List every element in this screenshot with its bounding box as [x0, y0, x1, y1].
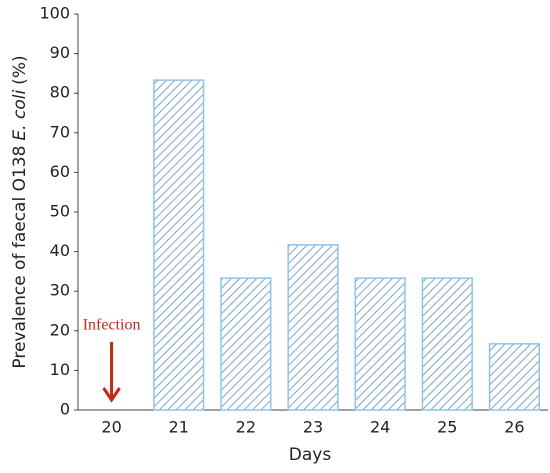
x-axis-label: Days	[289, 445, 332, 465]
arrow-head	[102, 387, 121, 403]
y-tick-label: 70	[50, 122, 70, 141]
x-tick-label: 20	[101, 418, 121, 437]
y-label-part: (%)	[10, 55, 30, 84]
y-tick-label: 10	[50, 360, 70, 379]
y-tick-label: 90	[50, 43, 70, 62]
y-tick-label: 50	[50, 202, 70, 221]
bar	[220, 277, 272, 411]
annotation: Infection	[83, 317, 141, 334]
y-tick-label: 60	[50, 162, 70, 181]
bar	[287, 244, 339, 411]
x-tick-label: 25	[437, 418, 457, 437]
y-tick-label: 30	[50, 281, 70, 300]
y-tick-label: 100	[39, 4, 70, 23]
y-label-part: E. coli	[10, 90, 30, 141]
y-axis-label: Prevalence of faecal O138 E. coli (%)	[10, 55, 30, 368]
bar	[354, 277, 406, 411]
bar	[421, 277, 473, 411]
y-tick-label: 0	[60, 400, 70, 419]
x-tick-label: 24	[370, 418, 390, 437]
x-tick-label: 22	[236, 418, 256, 437]
y-tick-label: 20	[50, 320, 70, 339]
bar	[488, 343, 541, 411]
y-tick-label: 40	[50, 241, 70, 260]
x-tick-label: 23	[303, 418, 323, 437]
x-tick-label: 26	[504, 418, 524, 437]
bar	[153, 79, 205, 411]
y-tick-label: 80	[50, 83, 70, 102]
x-tick-label: 21	[169, 418, 189, 437]
y-label-part: Prevalence of faecal O138	[10, 146, 30, 369]
